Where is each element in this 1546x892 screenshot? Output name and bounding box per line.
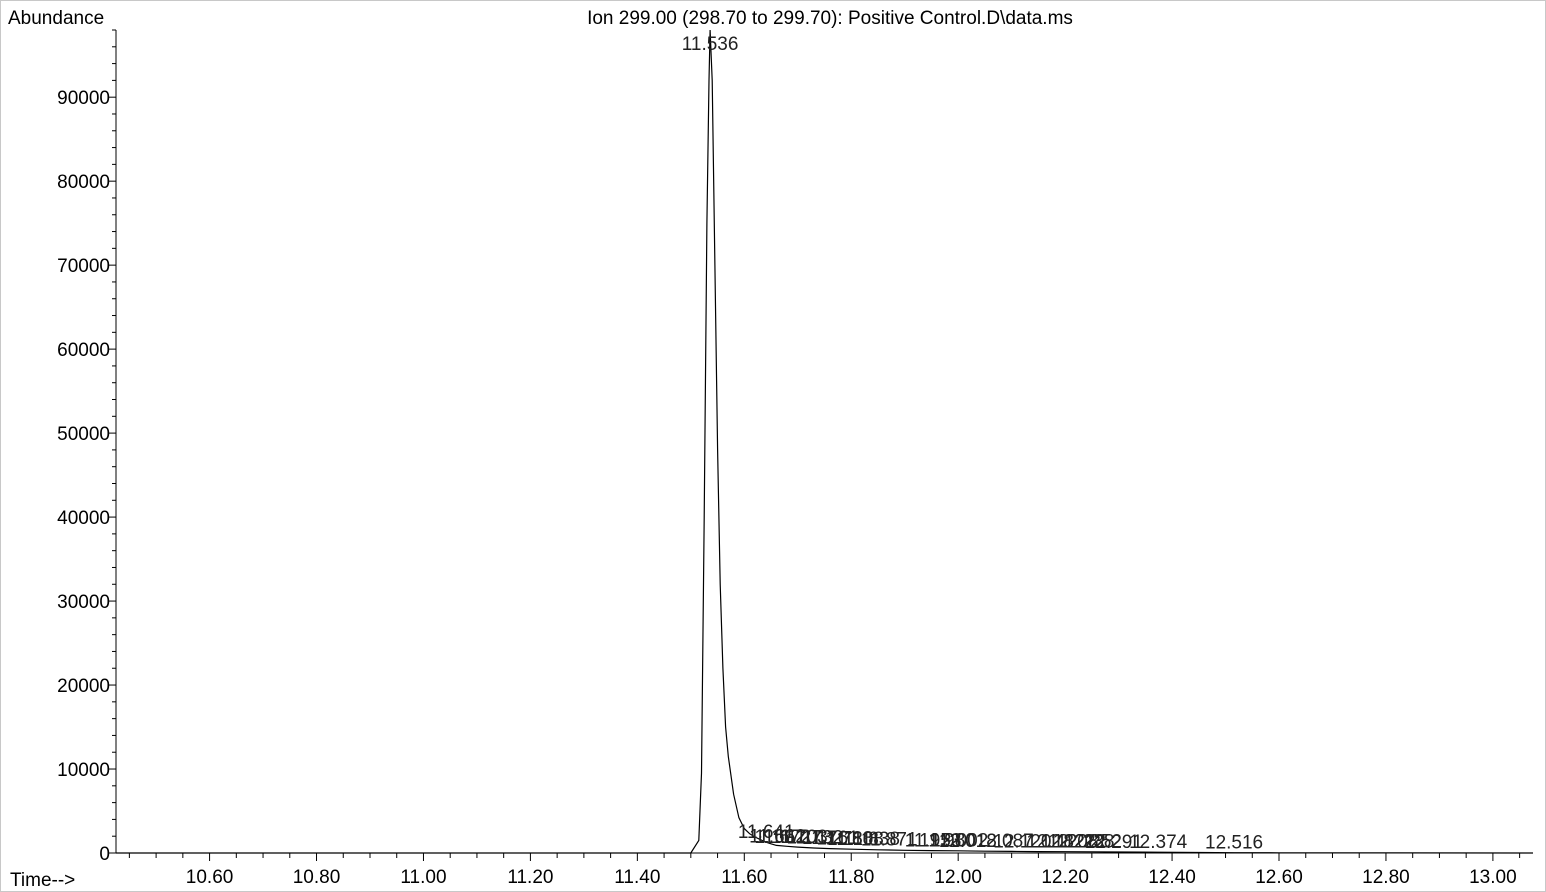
peak-label: 12.516 [1205, 833, 1263, 854]
y-tick-label: 90000 [57, 88, 110, 109]
peak-label: 11.641 [738, 822, 795, 843]
peak-labels: 11.536 11.64111.66211.67211.70311.73211.7… [682, 34, 1263, 854]
x-tick-label: 13.00 [1469, 867, 1517, 888]
peak-label: 12.291 [1085, 832, 1143, 853]
peak-label: 12.252 [1064, 832, 1122, 853]
y-tick-label: 30000 [57, 592, 110, 613]
x-tick-label: 11.00 [400, 867, 446, 888]
peak-label: 11.536 [682, 34, 739, 55]
y-tick-label: 10000 [57, 760, 110, 781]
chart-title: Ion 299.00 (298.70 to 299.70): Positive … [587, 8, 1073, 29]
x-tick-label: 12.00 [934, 867, 982, 888]
peak-label: 12.182 [1026, 831, 1084, 852]
peak-label: 11.871 [861, 830, 918, 851]
y-axis-ticks: 0 10000 20000 30000 40000 50000 60000 70000 8000… [57, 29, 116, 865]
peak-label: 12.208 [1040, 832, 1098, 853]
y-tick-label: 60000 [57, 340, 110, 361]
y-tick-label: 40000 [57, 508, 110, 529]
peak-label: 11.761 [802, 828, 859, 849]
x-tick-label: 12.80 [1362, 867, 1410, 888]
x-tick-label: 12.40 [1148, 867, 1196, 888]
x-tick-label: 11.40 [614, 867, 660, 888]
y-tick-label: 70000 [57, 256, 110, 277]
peak-label: 11.703 [771, 827, 828, 848]
ion-trace-line [116, 29, 1534, 854]
peak-label: 11.788 [816, 828, 873, 849]
x-tick-label: 12.20 [1041, 867, 1089, 888]
peak-label: 11.838 [843, 829, 900, 850]
peak-label: 11.732 [787, 828, 844, 849]
x-tick-label: 11.20 [507, 867, 553, 888]
y-tick-label: 0 [99, 844, 110, 865]
peak-label: 11.672 [754, 827, 811, 848]
peak-label: 12.222 [1048, 832, 1106, 853]
peak-label: 11.662 [749, 826, 806, 847]
peak-label: 11.808 [827, 829, 884, 850]
x-tick-label: 12.60 [1255, 867, 1303, 888]
x-tick-label: 10.60 [186, 867, 234, 888]
peak-label: 11.953 [905, 830, 962, 851]
x-tick-label: 11.80 [828, 867, 874, 888]
y-tick-label: 80000 [57, 172, 110, 193]
peak-label: 12.238 [1056, 832, 1114, 853]
x-tick-label: 11.60 [721, 867, 767, 888]
peak-label: 12.120 [993, 831, 1051, 852]
peak-label: 12.018 [939, 831, 997, 852]
peak-label: 12.087 [976, 831, 1034, 852]
peak-label: 12.374 [1129, 832, 1188, 853]
peak-label: 11.980 [919, 830, 976, 851]
y-axis-label: Abundance [8, 8, 104, 29]
peak-label: 12.002 [930, 831, 988, 852]
y-tick-label: 20000 [57, 676, 110, 697]
x-tick-label: 10.80 [293, 867, 341, 888]
x-axis-label: Time--> [10, 870, 75, 891]
y-tick-label: 50000 [57, 424, 110, 445]
x-axis-ticks: 10.60 10.80 11.00 11.20 11.40 11.60 11.80 12.00… [128, 853, 1521, 888]
